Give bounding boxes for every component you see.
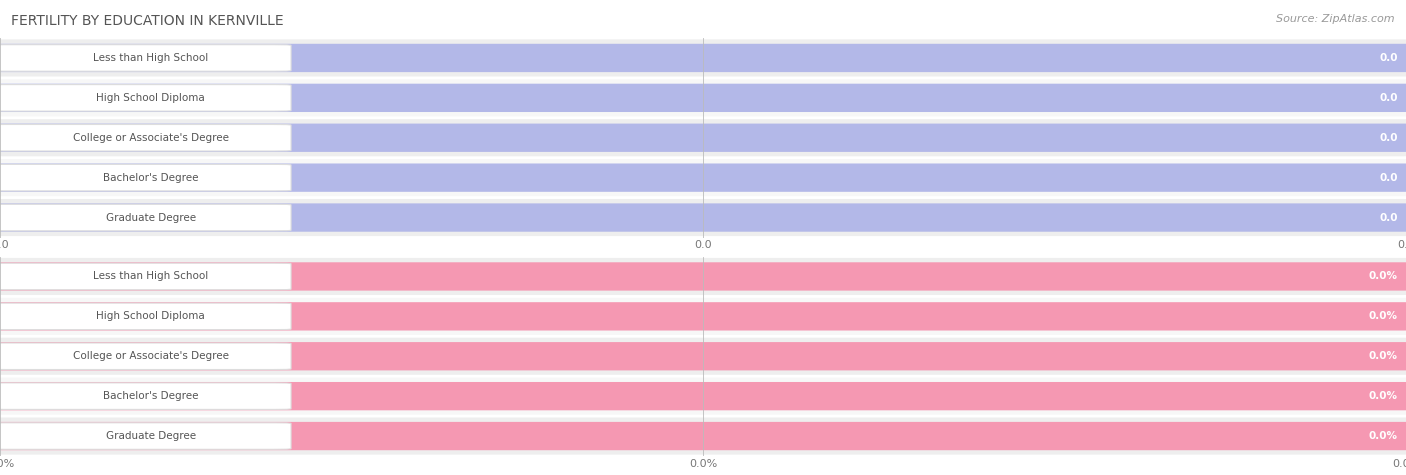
FancyBboxPatch shape [0, 204, 291, 231]
FancyBboxPatch shape [0, 79, 1406, 116]
FancyBboxPatch shape [0, 45, 291, 71]
Text: Source: ZipAtlas.com: Source: ZipAtlas.com [1277, 14, 1395, 24]
Text: Graduate Degree: Graduate Degree [105, 431, 195, 441]
FancyBboxPatch shape [0, 298, 1406, 335]
FancyBboxPatch shape [0, 343, 291, 370]
FancyBboxPatch shape [0, 422, 1406, 450]
Text: 0.0: 0.0 [1379, 93, 1398, 103]
Text: 0.0: 0.0 [1379, 53, 1398, 63]
Text: High School Diploma: High School Diploma [97, 311, 205, 322]
FancyBboxPatch shape [0, 85, 291, 111]
Text: 0.0%: 0.0% [1368, 351, 1398, 361]
FancyBboxPatch shape [0, 124, 291, 151]
FancyBboxPatch shape [0, 338, 1406, 375]
FancyBboxPatch shape [0, 383, 291, 409]
FancyBboxPatch shape [0, 342, 1406, 370]
FancyBboxPatch shape [0, 303, 291, 330]
Text: Bachelor's Degree: Bachelor's Degree [103, 172, 198, 183]
FancyBboxPatch shape [0, 163, 1406, 192]
Text: 0.0%: 0.0% [1368, 271, 1398, 282]
Text: High School Diploma: High School Diploma [97, 93, 205, 103]
FancyBboxPatch shape [0, 84, 1406, 112]
Text: 0.0: 0.0 [1379, 172, 1398, 183]
Text: 0.0%: 0.0% [1368, 311, 1398, 322]
FancyBboxPatch shape [0, 263, 291, 290]
Text: Graduate Degree: Graduate Degree [105, 212, 195, 223]
FancyBboxPatch shape [0, 258, 1406, 295]
FancyBboxPatch shape [0, 418, 1406, 455]
FancyBboxPatch shape [0, 382, 1406, 410]
Text: 0.0: 0.0 [1379, 133, 1398, 143]
FancyBboxPatch shape [0, 203, 1406, 232]
FancyBboxPatch shape [0, 44, 1406, 72]
Text: 0.0: 0.0 [1379, 212, 1398, 223]
Text: Less than High School: Less than High School [93, 53, 208, 63]
FancyBboxPatch shape [0, 124, 1406, 152]
Text: FERTILITY BY EDUCATION IN KERNVILLE: FERTILITY BY EDUCATION IN KERNVILLE [11, 14, 284, 28]
FancyBboxPatch shape [0, 39, 1406, 76]
Text: Bachelor's Degree: Bachelor's Degree [103, 391, 198, 401]
FancyBboxPatch shape [0, 199, 1406, 236]
FancyBboxPatch shape [0, 262, 1406, 291]
FancyBboxPatch shape [0, 119, 1406, 156]
FancyBboxPatch shape [0, 302, 1406, 331]
Text: 0.0%: 0.0% [1368, 431, 1398, 441]
FancyBboxPatch shape [0, 164, 291, 191]
Text: College or Associate's Degree: College or Associate's Degree [73, 351, 229, 361]
Text: Less than High School: Less than High School [93, 271, 208, 282]
Text: 0.0%: 0.0% [1368, 391, 1398, 401]
FancyBboxPatch shape [0, 159, 1406, 196]
FancyBboxPatch shape [0, 423, 291, 449]
Text: College or Associate's Degree: College or Associate's Degree [73, 133, 229, 143]
FancyBboxPatch shape [0, 378, 1406, 415]
